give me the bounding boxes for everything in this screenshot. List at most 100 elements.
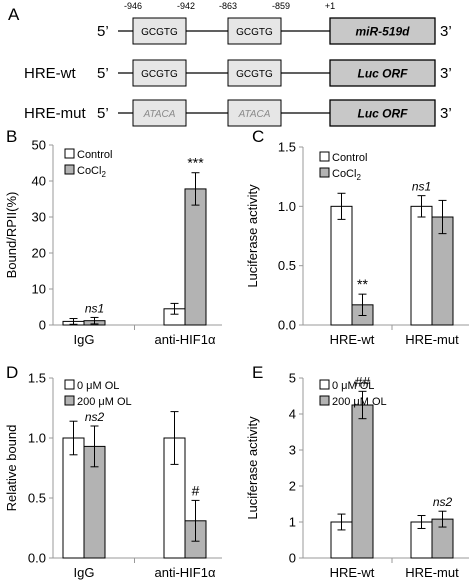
- y-tick-label: 3: [289, 443, 296, 458]
- significance-annotation: ns1: [412, 180, 431, 194]
- legend-swatch: [319, 167, 330, 178]
- x-category-label: HRE-wt: [330, 332, 375, 347]
- five-prime-label: 5’: [97, 65, 109, 82]
- y-tick-label: 0: [289, 551, 296, 566]
- bar-treated: [184, 188, 207, 326]
- legend-label-text: 0 μM OL: [332, 380, 374, 392]
- legend-label-subscript: 2: [101, 170, 106, 179]
- chart-panel-b: B 0 10 20 30 40 50 Bound/RPII(%) IgG anti-HIF1α ns…: [4, 127, 222, 347]
- panel-letter-b: B: [6, 127, 17, 146]
- y-tick-label: 0.0: [28, 551, 46, 566]
- legend-label: 200 μM OL: [77, 396, 132, 408]
- three-prime-label: 3’: [440, 105, 452, 122]
- significance-annotation: ##: [355, 373, 371, 389]
- x-category-label: IgG: [74, 332, 95, 347]
- bar-treated: [351, 404, 374, 559]
- hre-site-box: [132, 59, 187, 87]
- hre-site-box: [227, 17, 282, 45]
- bar-control: [330, 205, 353, 326]
- legend-label: 200 μM OL: [332, 396, 387, 408]
- gene-label: Luc ORF: [358, 67, 409, 81]
- hre-site-sequence: GCGTG: [141, 27, 178, 38]
- legend-swatch: [319, 151, 330, 162]
- hre-site-sequence: ATACA: [238, 109, 271, 120]
- y-tick-label: 2: [289, 479, 296, 494]
- legend-swatch: [64, 164, 75, 175]
- legend-label-text: 200 μM OL: [77, 396, 132, 408]
- y-tick-label: 20: [32, 246, 46, 261]
- legend-swatch: [64, 148, 75, 159]
- three-prime-label: 3’: [440, 23, 452, 40]
- x-category-label: anti-HIF1α: [155, 332, 216, 347]
- gene-box: [329, 17, 436, 45]
- y-tick-label: 1.5: [28, 371, 46, 386]
- y-axis-label: Luciferase activity: [245, 184, 260, 288]
- y-axis-label: Bound/RPII(%): [4, 192, 19, 279]
- y-tick-label: 0.0: [278, 318, 296, 333]
- y-tick-label: 5: [289, 371, 296, 386]
- five-prime-label: 5’: [97, 23, 109, 40]
- y-tick-label: 4: [289, 407, 296, 422]
- legend-swatch: [64, 379, 75, 390]
- y-tick-label: 0.5: [28, 491, 46, 506]
- y-tick-label: 1: [289, 515, 296, 530]
- significance-annotation: **: [357, 276, 368, 292]
- legend-label-text: Control: [77, 149, 112, 161]
- legend-label: 0 μM OL: [77, 380, 119, 392]
- legend-swatch: [64, 395, 75, 406]
- legend-label: CoCl2: [77, 165, 106, 179]
- hre-site-box: [227, 99, 282, 127]
- hre-site-sequence: GCGTG: [236, 69, 273, 80]
- significance-annotation: ns1: [85, 301, 104, 315]
- legend-label: Control: [77, 149, 112, 161]
- legend-label-subscript: 2: [356, 173, 361, 182]
- legend-swatch: [319, 379, 330, 390]
- y-tick-label: 1.0: [28, 431, 46, 446]
- legend-label-text: 200 μM OL: [332, 396, 387, 408]
- y-axis-label: Relative bound: [4, 425, 19, 512]
- y-axis-label: Luciferase activity: [245, 416, 260, 520]
- hre-site-box: [132, 99, 187, 127]
- three-prime-label: 3’: [440, 65, 452, 82]
- legend-swatch: [319, 395, 330, 406]
- x-category-label: HRE-mut: [405, 332, 459, 347]
- hre-site-box: [227, 59, 282, 87]
- legend-label-text: CoCl: [332, 168, 356, 180]
- y-tick-label: 0.5: [278, 258, 296, 273]
- five-prime-label: 5’: [97, 105, 109, 122]
- chart-panel-c: C 0.0 0.5 1.0 1.5 Luciferase activity HRE-wt HR…: [245, 127, 469, 347]
- x-category-label: HRE-mut: [405, 565, 459, 580]
- x-category-label: anti-HIF1α: [155, 565, 216, 580]
- legend-label-text: 0 μM OL: [77, 380, 119, 392]
- panel-letter-d: D: [6, 363, 18, 382]
- y-tick-label: 40: [32, 174, 46, 189]
- y-tick-label: 50: [32, 138, 46, 153]
- panel-letter-a: A: [8, 5, 20, 24]
- legend-label-text: Control: [332, 152, 367, 164]
- hre-site-box: [132, 17, 187, 45]
- hre-site-sequence: GCGTG: [141, 69, 178, 80]
- x-category-label: IgG: [74, 565, 95, 580]
- gene-box: [329, 59, 436, 87]
- legend-label: 0 μM OL: [332, 380, 374, 392]
- panel-a-promoter-diagram: A -946 -942 -863 -859 +1 5’ GCGTG GCGTG miR-519d 3…: [8, 1, 452, 127]
- y-tick-label: 30: [32, 210, 46, 225]
- bar-control: [62, 437, 85, 559]
- legend-label: Control: [332, 152, 367, 164]
- legend-label: CoCl2: [332, 168, 361, 182]
- y-tick-label: 1.0: [278, 199, 296, 214]
- hre-site-sequence: ATACA: [143, 109, 176, 120]
- significance-annotation: #: [192, 482, 200, 498]
- position-label: -942: [177, 1, 195, 11]
- significance-annotation: ***: [187, 155, 204, 171]
- y-tick-label: 10: [32, 282, 46, 297]
- bar-charts: B 0 10 20 30 40 50 Bound/RPII(%) IgG anti-HIF1α ns…: [4, 127, 469, 580]
- construct-label: HRE-wt: [24, 65, 76, 82]
- x-category-label: HRE-wt: [330, 565, 375, 580]
- panel-letter-e: E: [252, 363, 263, 382]
- hre-site-sequence: GCGTG: [236, 27, 273, 38]
- panel-letter-c: C: [252, 127, 264, 146]
- y-tick-label: 1.5: [278, 140, 296, 155]
- position-label: -863: [219, 1, 237, 11]
